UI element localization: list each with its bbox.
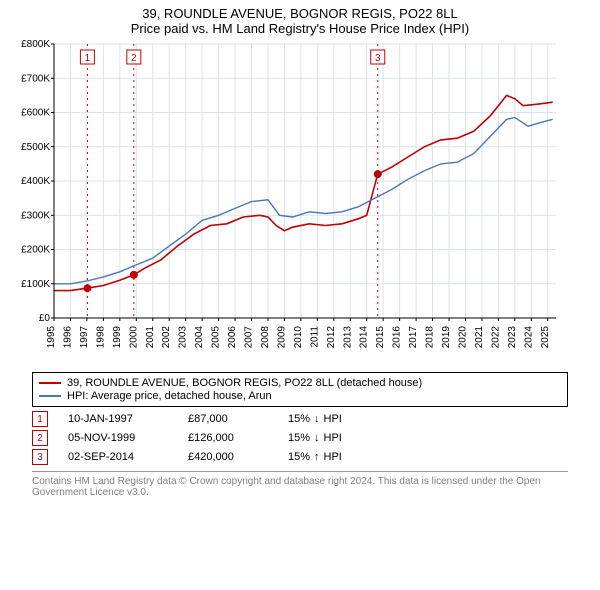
svg-text:1998: 1998 [95,326,106,349]
svg-text:2012: 2012 [326,326,337,349]
chart-title-block: 39, ROUNDLE AVENUE, BOGNOR REGIS, PO22 8… [0,0,600,36]
svg-text:£100K: £100K [21,279,50,290]
svg-text:2023: 2023 [507,326,518,349]
svg-text:2009: 2009 [276,326,287,349]
svg-text:2002: 2002 [161,326,172,349]
marker-delta-3: 15% ↑ HPI [288,451,398,463]
svg-text:£400K: £400K [21,176,50,187]
legend-swatch-property [39,382,61,384]
svg-text:2001: 2001 [145,326,156,349]
marker-delta-1: 15% ↓ HPI [288,413,398,425]
marker-num-3: 3 [32,449,48,465]
svg-text:2019: 2019 [441,326,452,349]
svg-text:£300K: £300K [21,210,50,221]
svg-text:1996: 1996 [62,326,73,349]
legend-label-property: 39, ROUNDLE AVENUE, BOGNOR REGIS, PO22 8… [67,377,422,389]
svg-text:£600K: £600K [21,108,50,119]
marker-table: 1 10-JAN-1997 £87,000 15% ↓ HPI 2 05-NOV… [32,411,568,465]
legend-label-hpi: HPI: Average price, detached house, Arun [67,390,272,402]
marker-row-2: 2 05-NOV-1999 £126,000 15% ↓ HPI [32,430,568,446]
footer-attribution: Contains HM Land Registry data © Crown c… [32,471,568,498]
arrow-down-icon: ↓ [314,432,320,444]
svg-text:2008: 2008 [260,326,271,349]
svg-text:2022: 2022 [490,326,501,349]
svg-text:2021: 2021 [474,326,485,349]
marker-price-3: £420,000 [188,451,268,463]
svg-text:2014: 2014 [359,326,370,349]
svg-text:2013: 2013 [342,326,353,349]
svg-text:2005: 2005 [211,326,222,349]
svg-text:2015: 2015 [375,326,386,349]
marker-date-1: 10-JAN-1997 [68,413,168,425]
svg-text:£200K: £200K [21,245,50,256]
svg-text:1999: 1999 [112,326,123,349]
legend-item-property: 39, ROUNDLE AVENUE, BOGNOR REGIS, PO22 8… [39,377,561,389]
marker-date-3: 02-SEP-2014 [68,451,168,463]
svg-text:2011: 2011 [309,326,320,348]
svg-text:£700K: £700K [21,73,50,84]
marker-date-2: 05-NOV-1999 [68,432,168,444]
marker-delta-2: 15% ↓ HPI [288,432,398,444]
svg-text:1995: 1995 [46,326,57,349]
svg-text:2000: 2000 [128,326,139,349]
arrow-up-icon: ↑ [314,451,320,463]
legend-swatch-hpi [39,395,61,397]
svg-text:3: 3 [375,53,381,64]
svg-text:2024: 2024 [523,326,534,349]
marker-price-2: £126,000 [188,432,268,444]
svg-text:2004: 2004 [194,326,205,349]
svg-text:2010: 2010 [293,326,304,349]
arrow-down-icon: ↓ [314,413,320,425]
svg-text:2007: 2007 [244,326,255,349]
svg-text:2006: 2006 [227,326,238,349]
svg-text:2018: 2018 [425,326,436,349]
marker-num-1: 1 [32,411,48,427]
svg-text:2: 2 [131,53,137,64]
svg-text:2025: 2025 [540,326,551,349]
svg-text:2003: 2003 [178,326,189,349]
svg-text:1997: 1997 [79,326,90,349]
svg-text:£800K: £800K [21,39,50,50]
svg-text:2017: 2017 [408,326,419,349]
marker-price-1: £87,000 [188,413,268,425]
svg-text:2020: 2020 [457,326,468,349]
marker-num-2: 2 [32,430,48,446]
marker-row-3: 3 02-SEP-2014 £420,000 15% ↑ HPI [32,449,568,465]
title-line1: 39, ROUNDLE AVENUE, BOGNOR REGIS, PO22 8… [0,6,600,21]
svg-text:2016: 2016 [392,326,403,349]
legend: 39, ROUNDLE AVENUE, BOGNOR REGIS, PO22 8… [32,372,568,407]
svg-text:£0: £0 [39,313,51,324]
marker-row-1: 1 10-JAN-1997 £87,000 15% ↓ HPI [32,411,568,427]
price-chart: £0 £100K £200K £300K £400K £500K £600K £700K £80… [0,36,600,366]
svg-text:1: 1 [85,53,91,64]
title-line2: Price paid vs. HM Land Registry's House … [0,21,600,36]
legend-item-hpi: HPI: Average price, detached house, Arun [39,390,561,402]
svg-text:£500K: £500K [21,142,50,153]
